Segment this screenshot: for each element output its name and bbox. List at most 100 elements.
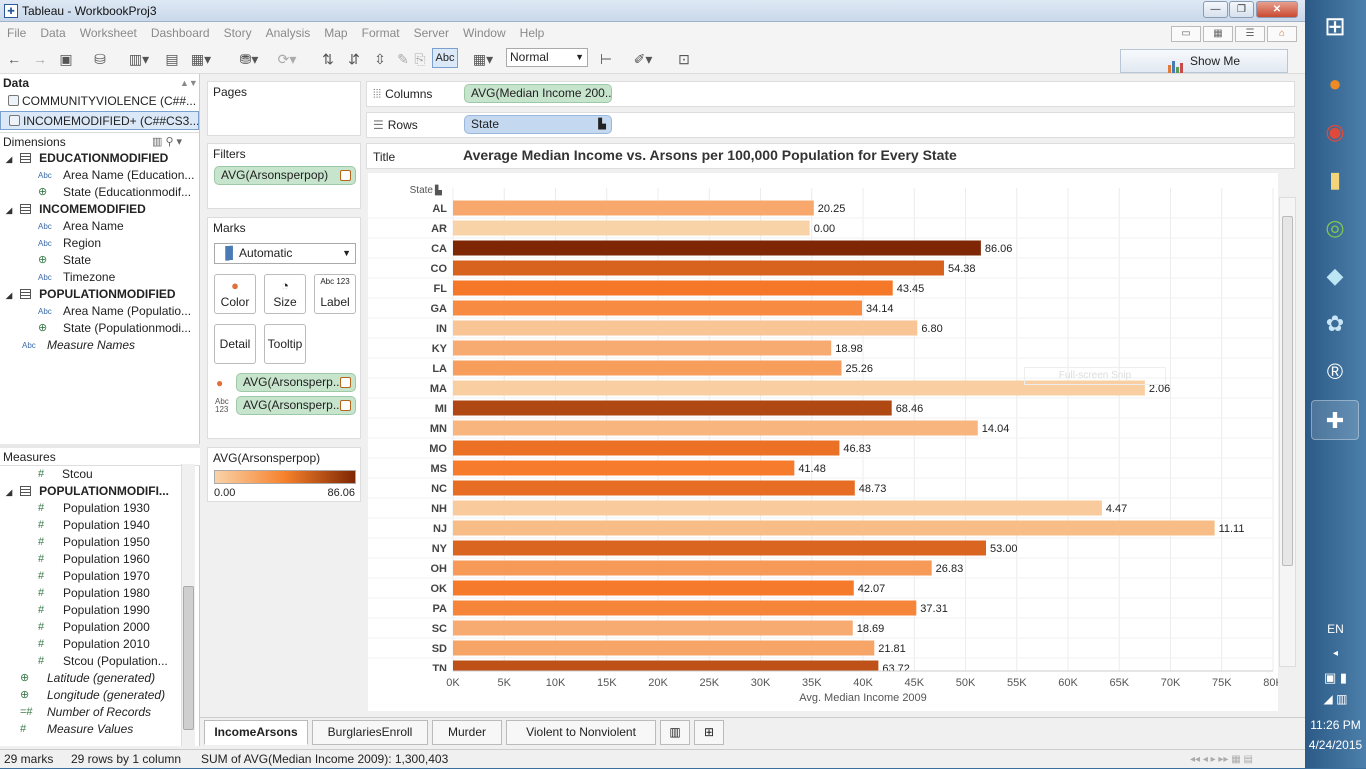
- scrollbar-thumb[interactable]: [1282, 216, 1293, 566]
- fit-dropdown[interactable]: Normal ▼: [506, 48, 588, 67]
- data-pane-scrollbar[interactable]: [181, 464, 195, 746]
- clear-sheet-icon[interactable]: ▦▾: [190, 51, 212, 67]
- columns-pill-median-income[interactable]: AVG(Median Income 200..: [464, 84, 612, 103]
- measure-field[interactable]: ⊕ Longitude (generated): [20, 688, 166, 702]
- fit-icon[interactable]: ▦▾: [472, 51, 494, 67]
- dimension-field[interactable]: Abc Area Name (Education...: [38, 168, 195, 182]
- refresh-icon[interactable]: ⟳▾: [277, 51, 297, 67]
- marks-color-pill[interactable]: AVG(Arsonsperp..: [236, 373, 356, 392]
- measure-field[interactable]: # Population 1990: [38, 603, 150, 617]
- clock-date[interactable]: 4/24/2015: [1308, 738, 1363, 752]
- collapse-icon[interactable]: ◢: [6, 206, 13, 215]
- tab-murder[interactable]: Murder: [432, 720, 502, 745]
- viz-title[interactable]: Average Median Income vs. Arsons per 100…: [463, 147, 957, 163]
- filter-pill-arsonsperpop[interactable]: AVG(Arsonsperpop): [214, 166, 356, 185]
- pause-updates-icon[interactable]: ⛃▾: [239, 51, 259, 67]
- sheet-sorter-icon[interactable]: ▦: [1203, 26, 1233, 42]
- menu-help[interactable]: Help: [519, 26, 545, 40]
- fix-axes-icon[interactable]: ⊢: [599, 51, 613, 67]
- menu-data[interactable]: Data: [40, 26, 66, 40]
- pane-splitter[interactable]: [0, 444, 200, 448]
- datasource-incomemodified[interactable]: INCOMEMODIFIED+ (C##CS3...: [0, 111, 199, 130]
- dimension-field[interactable]: ⊕ State (Populationmodi...: [38, 321, 192, 335]
- pages-card[interactable]: Pages: [207, 81, 361, 136]
- r-icon[interactable]: ®: [1326, 359, 1344, 384]
- measure-names-field[interactable]: Abc Measure Names: [22, 338, 136, 352]
- maximize-button[interactable]: ❐: [1229, 1, 1254, 18]
- scrollbar-thumb[interactable]: [183, 586, 194, 730]
- dimension-field[interactable]: ⊕ State (Educationmodif...: [38, 185, 192, 199]
- menu-analysis[interactable]: Analysis: [265, 26, 311, 40]
- search-icon[interactable]: ▥ ⚲ ▾: [152, 136, 183, 148]
- windows-start-icon[interactable]: ⊞: [1324, 11, 1346, 41]
- datasource-communityviolence[interactable]: COMMUNITYVIOLENCE (C##...: [0, 92, 199, 111]
- language-indicator[interactable]: EN: [1327, 622, 1344, 636]
- dimension-field[interactable]: Abc Region: [38, 236, 102, 250]
- tray-expand-icon[interactable]: ◂: [1332, 648, 1339, 659]
- dimension-field[interactable]: Abc Area Name: [38, 219, 124, 233]
- spotify-icon[interactable]: ◎: [1325, 215, 1345, 240]
- bar-chart[interactable]: State ▙ AL 20.25 AR 0.00 CA 86.06 CO 54.38 FL 43.45…: [368, 173, 1278, 711]
- back-icon[interactable]: ←: [7, 51, 21, 67]
- show-labels-button[interactable]: Abc: [432, 48, 458, 68]
- volume-icon[interactable]: ◢ ▥: [1323, 692, 1348, 706]
- new-worksheet-tab-icon[interactable]: ▥: [660, 720, 690, 745]
- chrome-icon[interactable]: ◉: [1325, 119, 1345, 144]
- tooltip-button[interactable]: Tooltip: [264, 324, 306, 364]
- duplicate-sheet-icon[interactable]: ▤: [165, 51, 179, 67]
- measure-field[interactable]: =# Number of Records: [20, 705, 152, 719]
- collapse-icon[interactable]: ◢: [6, 291, 13, 300]
- new-dashboard-tab-icon[interactable]: ⊞: [694, 720, 724, 745]
- home-icon[interactable]: ⌂: [1267, 26, 1297, 42]
- marks-label-pill[interactable]: AVG(Arsonsperp..: [236, 396, 356, 415]
- measure-group[interactable]: ◢ POPULATIONMODIFI...: [6, 484, 169, 498]
- file-explorer-icon[interactable]: ▮: [1328, 167, 1342, 192]
- measure-field[interactable]: # Population 2010: [38, 637, 150, 651]
- measure-field[interactable]: # Stcou (Population...: [38, 654, 168, 668]
- menu-worksheet[interactable]: Worksheet: [79, 26, 137, 40]
- highlight-icon[interactable]: ✎: [397, 51, 409, 67]
- dimension-group[interactable]: ◢ EDUCATIONMODIFIED: [6, 151, 169, 165]
- new-datasource-icon[interactable]: ⛁: [94, 51, 106, 67]
- swap-icon[interactable]: ⇅: [322, 51, 334, 67]
- sort-descending-icon[interactable]: ⇳: [374, 51, 386, 67]
- pane-menu-icon[interactable]: ▲▼: [180, 78, 198, 88]
- dimension-field[interactable]: Abc Timezone: [38, 270, 116, 284]
- notes-icon[interactable]: ◆: [1326, 263, 1344, 288]
- menu-window[interactable]: Window: [462, 26, 506, 40]
- menu-server[interactable]: Server: [413, 26, 449, 40]
- tray-icons[interactable]: ▣ ▮: [1323, 670, 1348, 685]
- group-icon[interactable]: ⎘: [414, 51, 426, 67]
- chart-area[interactable]: State ▙ AL 20.25 AR 0.00 CA 86.06 CO 54.38 FL 43.45…: [368, 173, 1278, 711]
- dimension-field[interactable]: Abc Area Name (Populatio...: [38, 304, 192, 318]
- collapse-icon[interactable]: ◢: [6, 155, 13, 164]
- minimize-button[interactable]: —: [1203, 1, 1228, 18]
- tab-incomearsons[interactable]: IncomeArsons: [204, 720, 308, 745]
- color-button[interactable]: ● Color: [214, 274, 256, 314]
- menu-map[interactable]: Map: [324, 26, 348, 40]
- presentation-icon[interactable]: ▭: [1171, 26, 1201, 42]
- presentation-mode-icon[interactable]: ⊡: [678, 51, 690, 67]
- measure-field[interactable]: # Population 1970: [38, 569, 150, 583]
- rows-shelf[interactable]: ☰ Rows State ▙: [366, 112, 1295, 138]
- filmstrip-icon[interactable]: ☰: [1235, 26, 1265, 42]
- show-me-button[interactable]: Show Me: [1120, 49, 1288, 73]
- new-worksheet-icon[interactable]: ▥▾: [128, 51, 150, 67]
- clock-time[interactable]: 11:26 PM: [1310, 718, 1361, 732]
- dimension-group[interactable]: ◢ INCOMEMODIFIED: [6, 202, 146, 216]
- chart-vertical-scrollbar[interactable]: [1279, 197, 1296, 667]
- dimension-group[interactable]: ◢ POPULATIONMODIFIED: [6, 287, 176, 301]
- menu-story[interactable]: Story: [223, 26, 252, 40]
- measure-field[interactable]: # Population 1940: [38, 518, 150, 532]
- color-legend[interactable]: AVG(Arsonsperpop) 0.00 86.06: [207, 447, 361, 502]
- measure-field[interactable]: # Population 2000: [38, 620, 150, 634]
- rows-pill-state[interactable]: State ▙: [464, 115, 612, 134]
- tab-violent-to-nonviolent[interactable]: Violent to Nonviolent: [506, 720, 656, 745]
- sheet-nav-icons[interactable]: ◂◂ ◂ ▸ ▸▸ ▦ ▤: [1190, 754, 1253, 765]
- columns-shelf[interactable]: ⦙⦙⦙ Columns AVG(Median Income 200..: [366, 81, 1295, 107]
- measure-field[interactable]: ⊕ Latitude (generated): [20, 671, 156, 685]
- firefox-icon[interactable]: ●: [1328, 71, 1342, 96]
- dimension-field[interactable]: ⊕ State: [38, 253, 92, 267]
- tableau-taskbar-icon[interactable]: ✚: [1311, 400, 1359, 440]
- mark-type-dropdown[interactable]: ▐▍ Automatic ▼: [214, 243, 356, 264]
